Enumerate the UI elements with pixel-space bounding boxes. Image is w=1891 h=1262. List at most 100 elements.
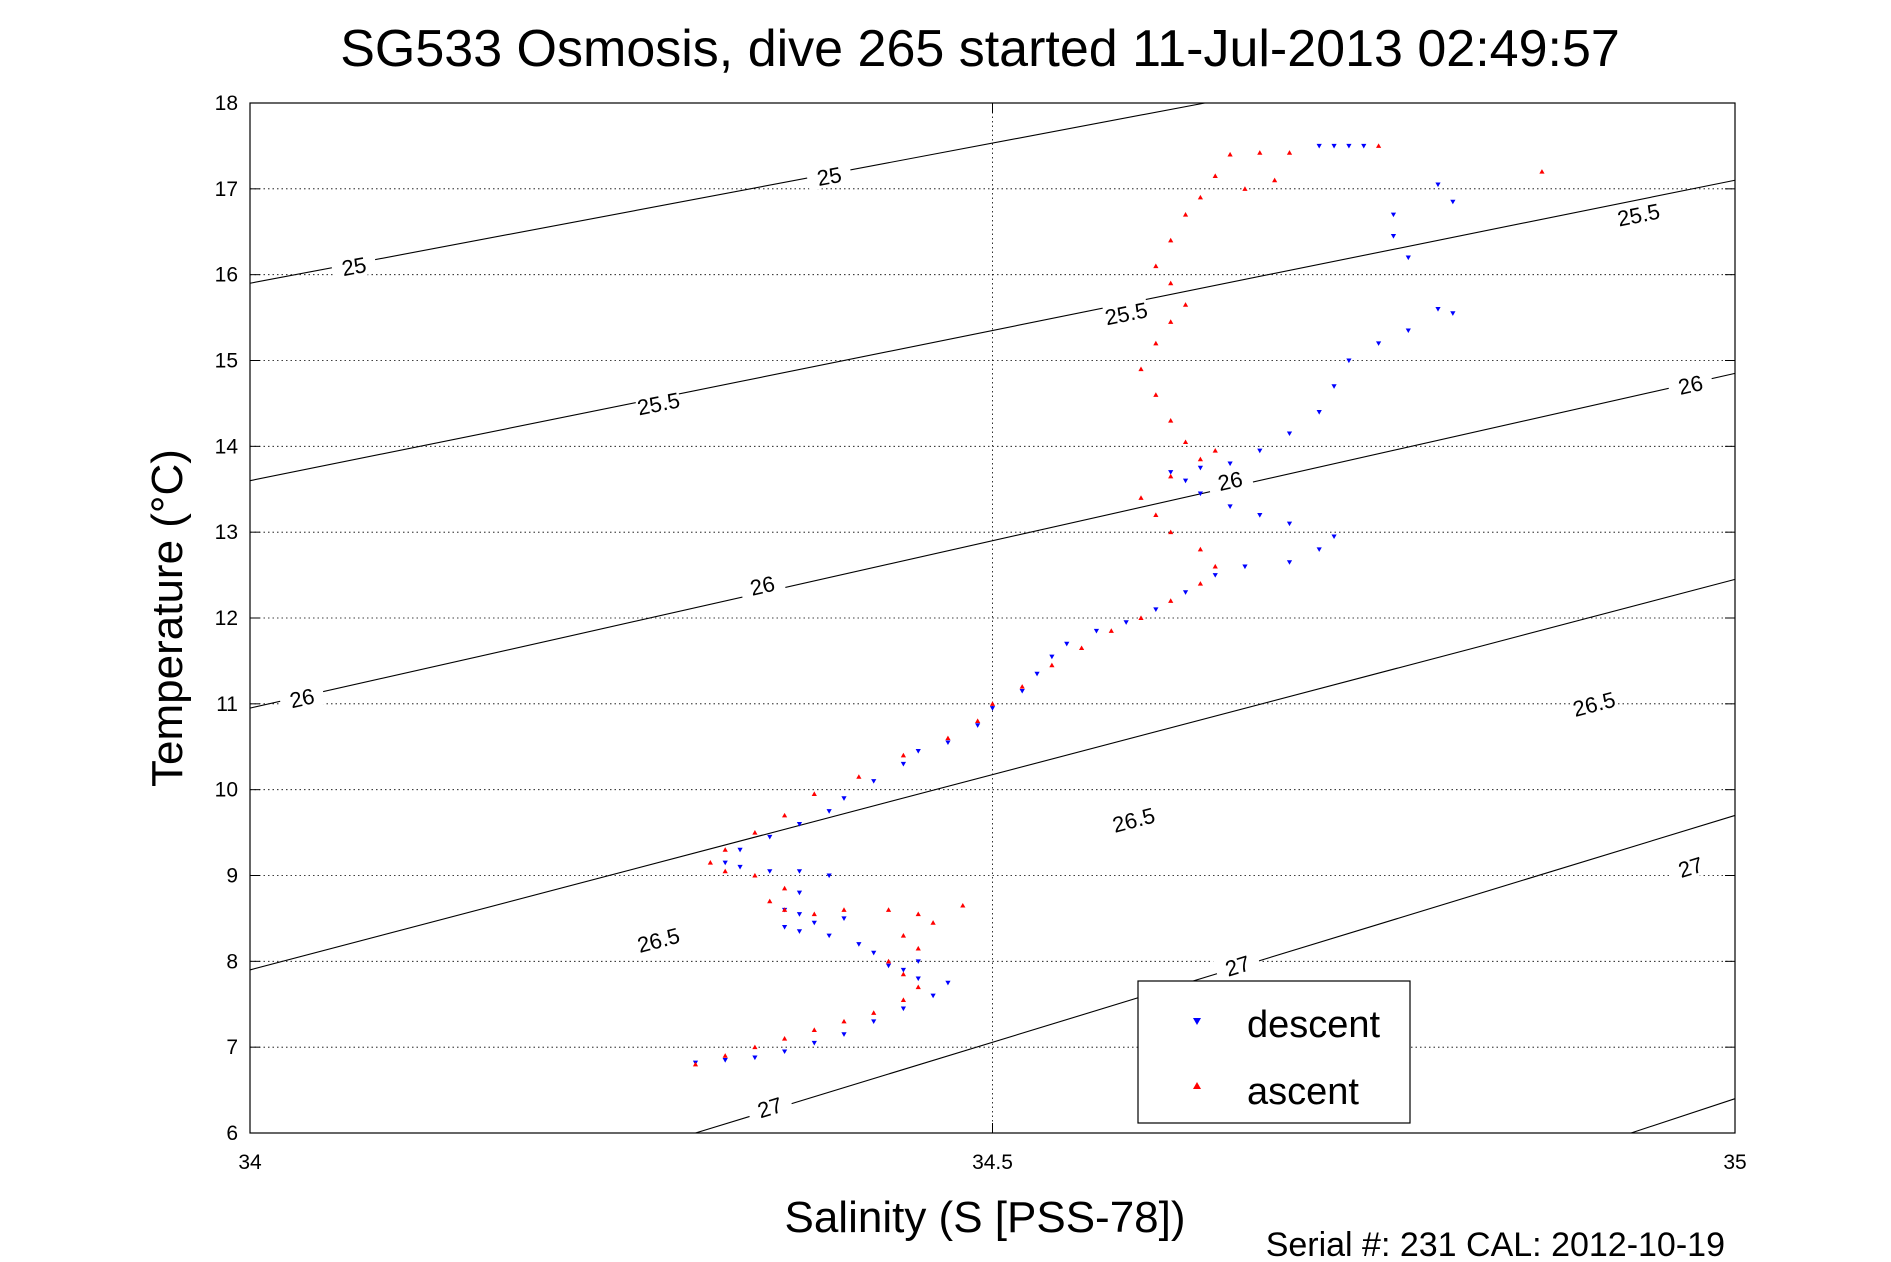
y-tick-label: 6 bbox=[226, 1122, 238, 1145]
y-tick-label: 15 bbox=[215, 350, 238, 373]
descent-point bbox=[1286, 560, 1293, 565]
ascent-point bbox=[1182, 302, 1189, 307]
footer-serial-cal: Serial #: 231 CAL: 2012-10-19 bbox=[1266, 1226, 1725, 1262]
contour-label-bg bbox=[1666, 367, 1715, 401]
contour-line bbox=[1630, 1098, 1736, 1134]
contour-label: 25 bbox=[815, 162, 844, 191]
ascent-point bbox=[885, 958, 892, 964]
contour-line bbox=[249, 179, 1736, 482]
contour-26: 26 26 26 26 bbox=[249, 367, 1736, 714]
contour-label-bg bbox=[1569, 685, 1618, 721]
ascent-point bbox=[900, 971, 906, 977]
y-tick-label: 9 bbox=[226, 865, 238, 888]
descent-point bbox=[841, 1032, 847, 1037]
contour-label: 26 bbox=[748, 571, 777, 601]
descent-point bbox=[722, 1058, 728, 1063]
legend-descent-marker bbox=[1193, 1018, 1201, 1025]
descent-point bbox=[1376, 341, 1382, 346]
grid-lines bbox=[250, 103, 1735, 1133]
ascent-point bbox=[1138, 615, 1144, 620]
ascent-point bbox=[752, 1044, 758, 1050]
x-tick-label: 34.5 bbox=[972, 1151, 1013, 1174]
ascent-point bbox=[1079, 645, 1085, 651]
descent-point bbox=[856, 942, 862, 947]
ascent-point bbox=[782, 812, 788, 818]
contour-label-bg bbox=[329, 249, 378, 281]
ascent-point bbox=[1212, 563, 1218, 569]
x-tick-label: 35 bbox=[1723, 1151, 1746, 1174]
ascent-point bbox=[722, 868, 728, 874]
contour-label-bg bbox=[277, 680, 326, 714]
contour-label-bg bbox=[1665, 848, 1715, 884]
descent-point bbox=[737, 847, 743, 853]
chart-title: SG533 Osmosis, dive 265 started 11-Jul-2… bbox=[340, 20, 1620, 78]
y-tick-label: 11 bbox=[216, 693, 238, 716]
descent-point bbox=[1435, 182, 1441, 188]
ascent-point bbox=[960, 902, 966, 908]
ascent-point bbox=[1197, 546, 1203, 552]
descent-point bbox=[1182, 590, 1189, 595]
ascent-point bbox=[722, 1053, 728, 1058]
x-axis-label: Salinity (S [PSS-78]) bbox=[784, 1193, 1185, 1242]
contour-label: 26 bbox=[287, 683, 316, 713]
ascent-point bbox=[1153, 340, 1159, 346]
descent-point bbox=[915, 959, 921, 964]
contour-label-bg bbox=[805, 159, 853, 191]
descent-point bbox=[989, 706, 996, 711]
y-tick-label: 13 bbox=[215, 521, 238, 544]
descent-point bbox=[1242, 564, 1248, 570]
ascent-point bbox=[900, 932, 906, 938]
descent-point bbox=[1197, 491, 1203, 497]
descent-point bbox=[1331, 143, 1337, 149]
ascent-point bbox=[1153, 392, 1159, 397]
descent-point bbox=[1316, 143, 1322, 149]
contour-label-bg bbox=[1205, 463, 1254, 497]
descent-point bbox=[782, 1049, 788, 1055]
ascent-point bbox=[752, 829, 758, 835]
ascent-point bbox=[1257, 150, 1263, 155]
descent-point bbox=[871, 950, 877, 956]
ascent-point bbox=[1227, 151, 1233, 157]
contour-line bbox=[249, 372, 1736, 709]
ascent-point bbox=[915, 945, 921, 951]
descent-point bbox=[1049, 654, 1055, 660]
descent-point bbox=[1346, 358, 1352, 364]
y-tick-label: 8 bbox=[226, 950, 238, 973]
ascent-point bbox=[930, 920, 936, 925]
ascent-point bbox=[782, 885, 788, 891]
descent-point bbox=[811, 920, 817, 926]
ascent-point bbox=[1168, 598, 1174, 603]
contour-label: 26 bbox=[1676, 370, 1705, 400]
descent-point bbox=[767, 869, 773, 874]
ascent-point bbox=[1019, 684, 1025, 689]
descent-point bbox=[796, 822, 803, 827]
descent-point bbox=[1316, 410, 1322, 415]
y-tick-label: 14 bbox=[215, 435, 239, 458]
y-tick-label: 16 bbox=[215, 264, 238, 287]
ascent-point bbox=[841, 1018, 847, 1024]
ascent-point bbox=[989, 701, 996, 706]
descent-point bbox=[1450, 311, 1456, 316]
descent-point bbox=[796, 869, 803, 874]
contour-label-bg bbox=[633, 921, 683, 957]
ascent-point bbox=[811, 911, 817, 917]
x-tick-labels: 34 34.5 35 bbox=[238, 1151, 1746, 1174]
ascent-point bbox=[900, 752, 906, 758]
descent-point bbox=[1123, 620, 1129, 625]
ascent-point bbox=[915, 984, 921, 990]
ascent-series bbox=[692, 143, 1545, 1067]
ascent-point bbox=[1212, 173, 1218, 178]
data-points bbox=[692, 143, 1545, 1067]
axis-ticks bbox=[249, 102, 1736, 1134]
descent-point bbox=[782, 925, 788, 930]
contour-line bbox=[249, 102, 1205, 284]
descent-point bbox=[1168, 470, 1174, 475]
y-axis-label: Temperature (°C) bbox=[143, 449, 192, 787]
ascent-point bbox=[782, 907, 788, 912]
ascent-point bbox=[915, 911, 921, 917]
descent-point bbox=[1390, 234, 1397, 239]
ascent-point bbox=[1168, 529, 1174, 535]
ascent-point bbox=[1168, 237, 1174, 243]
ascent-point bbox=[1138, 495, 1144, 500]
